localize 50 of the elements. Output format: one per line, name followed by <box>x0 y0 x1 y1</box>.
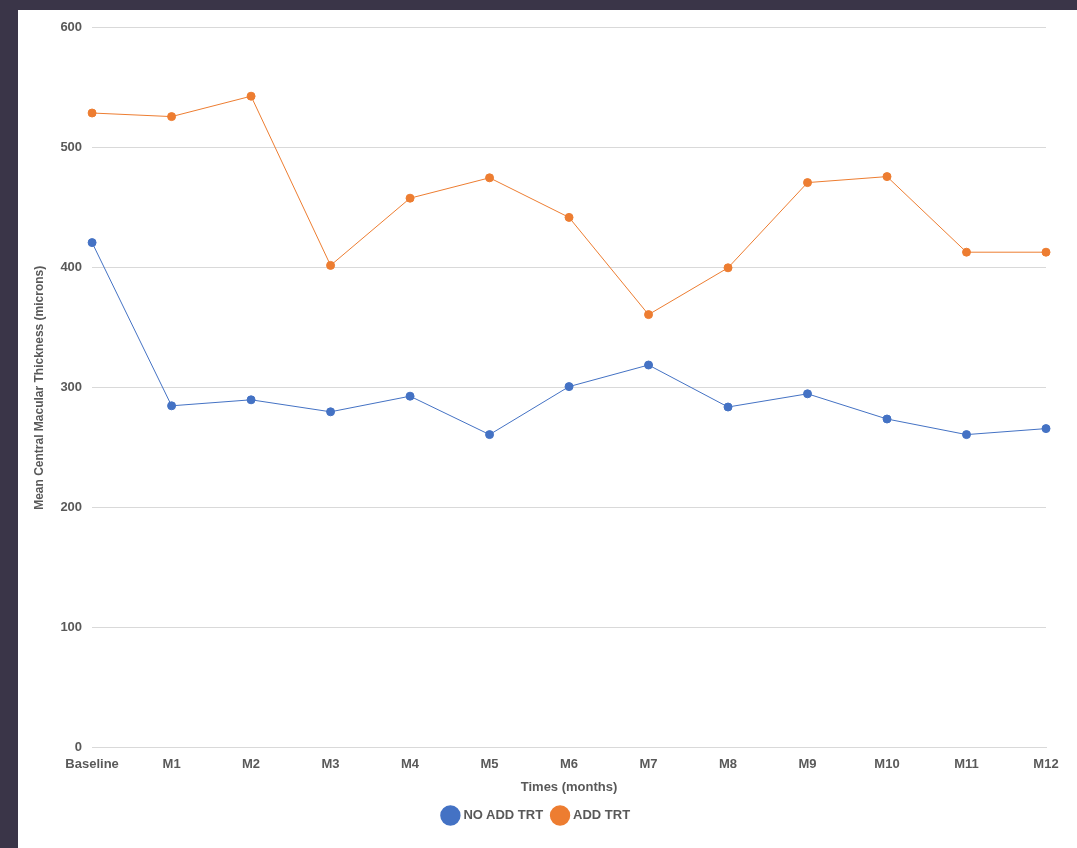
x-tick-label: M11 <box>954 756 979 772</box>
legend-label: NO ADD TRT <box>463 807 544 823</box>
point <box>485 430 495 440</box>
point <box>246 395 256 405</box>
x-tick-label: M8 <box>719 756 738 772</box>
x-tick-label: M9 <box>798 756 817 772</box>
point <box>723 402 733 412</box>
x-tick-label: M2 <box>242 756 261 772</box>
point <box>87 108 97 118</box>
x-tick-label: M12 <box>1033 756 1059 772</box>
point <box>87 238 97 248</box>
y-axis-title: Mean Central Macular Thickness (microns) <box>31 265 46 510</box>
y-tick-label: 200 <box>60 499 83 515</box>
point <box>962 430 972 440</box>
x-tick-label: M7 <box>639 756 658 772</box>
point <box>723 263 733 273</box>
point <box>803 389 813 399</box>
y-tick-label: 500 <box>60 139 83 155</box>
x-tick-label: M5 <box>480 756 499 772</box>
point <box>326 407 336 417</box>
point <box>564 382 574 392</box>
point <box>882 172 892 182</box>
point <box>803 178 813 188</box>
x-tick-label: Baseline <box>65 756 119 772</box>
x-tick-label: M4 <box>401 756 420 772</box>
point <box>246 91 256 101</box>
point <box>564 212 574 222</box>
point <box>644 310 654 320</box>
x-tick-label: M6 <box>560 756 579 772</box>
x-tick-label: M10 <box>874 756 900 772</box>
point <box>962 247 972 257</box>
x-tick-label: M3 <box>321 756 340 772</box>
point <box>644 360 654 370</box>
x-tick-label: M1 <box>162 756 181 772</box>
point <box>882 414 892 424</box>
y-tick-label: 300 <box>60 379 83 395</box>
point <box>167 401 177 411</box>
point <box>1041 424 1051 434</box>
point <box>485 173 495 183</box>
point <box>405 391 415 401</box>
legend-label: ADD TRT <box>573 807 631 823</box>
point <box>1041 247 1051 257</box>
point <box>326 260 336 270</box>
x-axis-title: Times (months) <box>520 778 618 794</box>
point <box>405 193 415 203</box>
point <box>167 112 177 122</box>
y-tick-label: 100 <box>60 619 83 635</box>
y-tick-label: 400 <box>60 259 83 275</box>
y-tick-label: 0 <box>74 739 83 755</box>
y-tick-label: 600 <box>60 19 83 35</box>
